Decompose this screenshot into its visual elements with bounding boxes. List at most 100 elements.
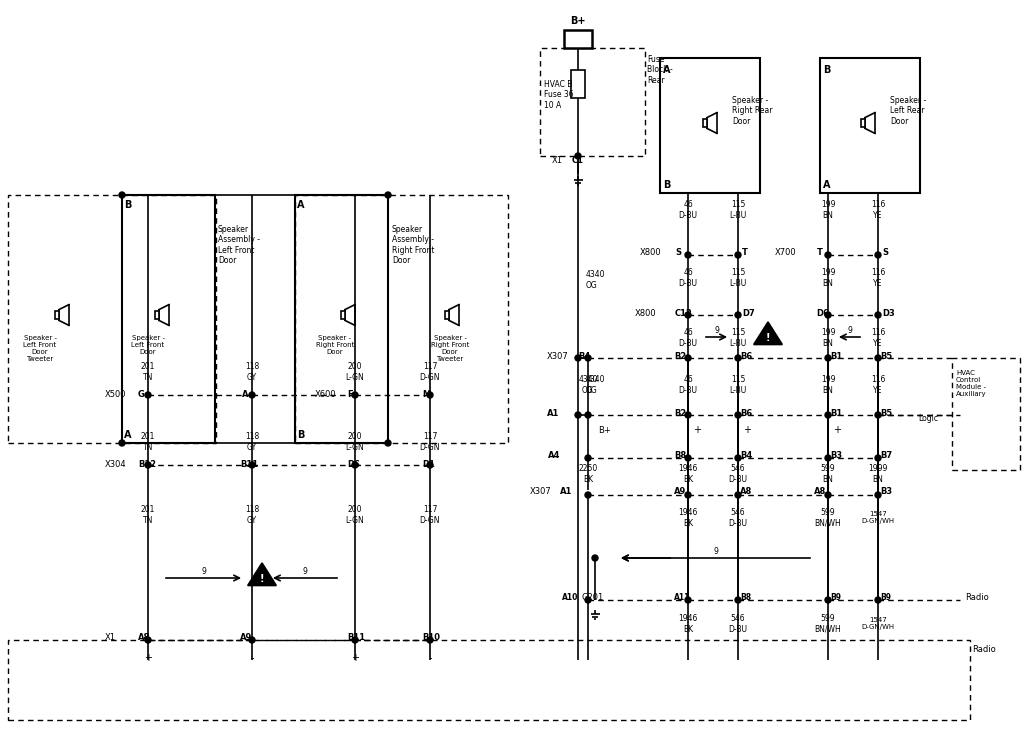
Text: Speaker -
Right Front
Door: Speaker - Right Front Door: [315, 335, 354, 355]
Circle shape: [249, 392, 255, 398]
Text: A11: A11: [674, 593, 690, 602]
Text: 201
TN: 201 TN: [141, 432, 156, 452]
Text: +: +: [833, 425, 841, 435]
Text: 46
D-BU: 46 D-BU: [679, 328, 697, 348]
Text: 200
L-GN: 200 L-GN: [346, 432, 365, 452]
Circle shape: [825, 412, 831, 418]
Text: A: A: [663, 65, 671, 75]
Circle shape: [427, 392, 433, 398]
Text: +: +: [144, 653, 152, 663]
Text: 1946
BK: 1946 BK: [678, 615, 697, 634]
Circle shape: [735, 252, 741, 258]
Text: 118
GY: 118 GY: [245, 432, 259, 452]
Text: B11: B11: [240, 459, 258, 469]
Circle shape: [735, 492, 741, 498]
Text: 2250
BK: 2250 BK: [579, 464, 598, 484]
Bar: [540, 48, 645, 156]
Circle shape: [352, 462, 358, 468]
Bar: [295, 195, 388, 443]
Text: B+: B+: [570, 16, 586, 26]
Circle shape: [735, 455, 741, 461]
Circle shape: [119, 440, 125, 446]
Text: X307: X307: [547, 351, 568, 361]
Text: A8: A8: [138, 634, 151, 642]
Circle shape: [427, 462, 433, 468]
Text: B10: B10: [422, 634, 440, 642]
Text: B3: B3: [830, 451, 842, 459]
Text: A10: A10: [562, 593, 579, 602]
Text: B6: B6: [740, 351, 753, 361]
Circle shape: [685, 252, 691, 258]
Text: 9: 9: [201, 566, 206, 575]
Circle shape: [585, 355, 591, 361]
Circle shape: [585, 492, 591, 498]
Polygon shape: [754, 322, 782, 345]
Text: D6: D6: [347, 459, 359, 469]
Text: S: S: [882, 248, 888, 257]
Text: -: -: [428, 653, 432, 663]
Bar: [295, 195, 508, 443]
Text: Speaker -
Right Rear
Door: Speaker - Right Rear Door: [732, 96, 772, 126]
Text: Speaker -
Right Front
Door
Tweeter: Speaker - Right Front Door Tweeter: [431, 335, 469, 362]
Text: C1: C1: [572, 155, 584, 165]
Text: 201
TN: 201 TN: [141, 362, 156, 382]
Text: B2: B2: [674, 408, 686, 418]
Text: X500: X500: [105, 389, 127, 399]
Text: 115
L-BU: 115 L-BU: [729, 200, 746, 219]
Circle shape: [385, 440, 391, 446]
Circle shape: [874, 355, 881, 361]
Circle shape: [385, 192, 391, 198]
Circle shape: [735, 312, 741, 318]
Text: 46
D-BU: 46 D-BU: [679, 375, 697, 394]
Text: +: +: [693, 425, 701, 435]
Circle shape: [145, 392, 151, 398]
Text: 117
D-GN: 117 D-GN: [420, 362, 440, 382]
Circle shape: [352, 392, 358, 398]
Text: 199
BN: 199 BN: [821, 375, 836, 394]
Text: 46
D-BU: 46 D-BU: [679, 268, 697, 288]
Circle shape: [685, 355, 691, 361]
Text: B4: B4: [740, 451, 753, 459]
Circle shape: [685, 597, 691, 603]
Text: 116
YE: 116 YE: [870, 328, 885, 348]
Bar: [122, 195, 215, 443]
Text: Radio: Radio: [972, 645, 995, 655]
Text: M: M: [422, 389, 430, 399]
Text: B5: B5: [880, 351, 892, 361]
Text: 118
GY: 118 GY: [245, 362, 259, 382]
Text: A: A: [823, 180, 830, 190]
Circle shape: [874, 252, 881, 258]
Text: D7: D7: [742, 308, 755, 318]
Text: A9: A9: [674, 488, 686, 496]
Circle shape: [825, 597, 831, 603]
Circle shape: [825, 312, 831, 318]
Text: 199
BN: 199 BN: [821, 328, 836, 348]
Text: Radio: Radio: [965, 593, 989, 601]
Bar: [702, 120, 707, 127]
Circle shape: [825, 252, 831, 258]
Text: 118
GY: 118 GY: [245, 505, 259, 525]
Text: 546
D-BU: 546 D-BU: [728, 464, 748, 484]
Text: B8: B8: [674, 451, 686, 459]
Text: A9: A9: [240, 634, 252, 642]
Text: 546
D-BU: 546 D-BU: [728, 508, 748, 528]
Bar: [571, 70, 585, 98]
FancyBboxPatch shape: [564, 30, 592, 48]
Text: X1: X1: [552, 155, 563, 165]
Text: B1: B1: [830, 408, 843, 418]
Text: 199
BN: 199 BN: [821, 200, 836, 219]
Text: 46
D-BU: 46 D-BU: [679, 200, 697, 219]
Text: B12: B12: [138, 459, 156, 469]
Circle shape: [145, 637, 151, 643]
Text: X600: X600: [315, 389, 337, 399]
Text: B: B: [823, 65, 830, 75]
Circle shape: [685, 492, 691, 498]
Circle shape: [575, 355, 581, 361]
Circle shape: [585, 597, 591, 603]
Circle shape: [685, 412, 691, 418]
Text: 116
YE: 116 YE: [870, 200, 885, 219]
Text: Speaker -
Left Front
Door: Speaker - Left Front Door: [131, 335, 165, 355]
Text: B6: B6: [740, 408, 753, 418]
Circle shape: [249, 637, 255, 643]
Text: +: +: [351, 653, 359, 663]
